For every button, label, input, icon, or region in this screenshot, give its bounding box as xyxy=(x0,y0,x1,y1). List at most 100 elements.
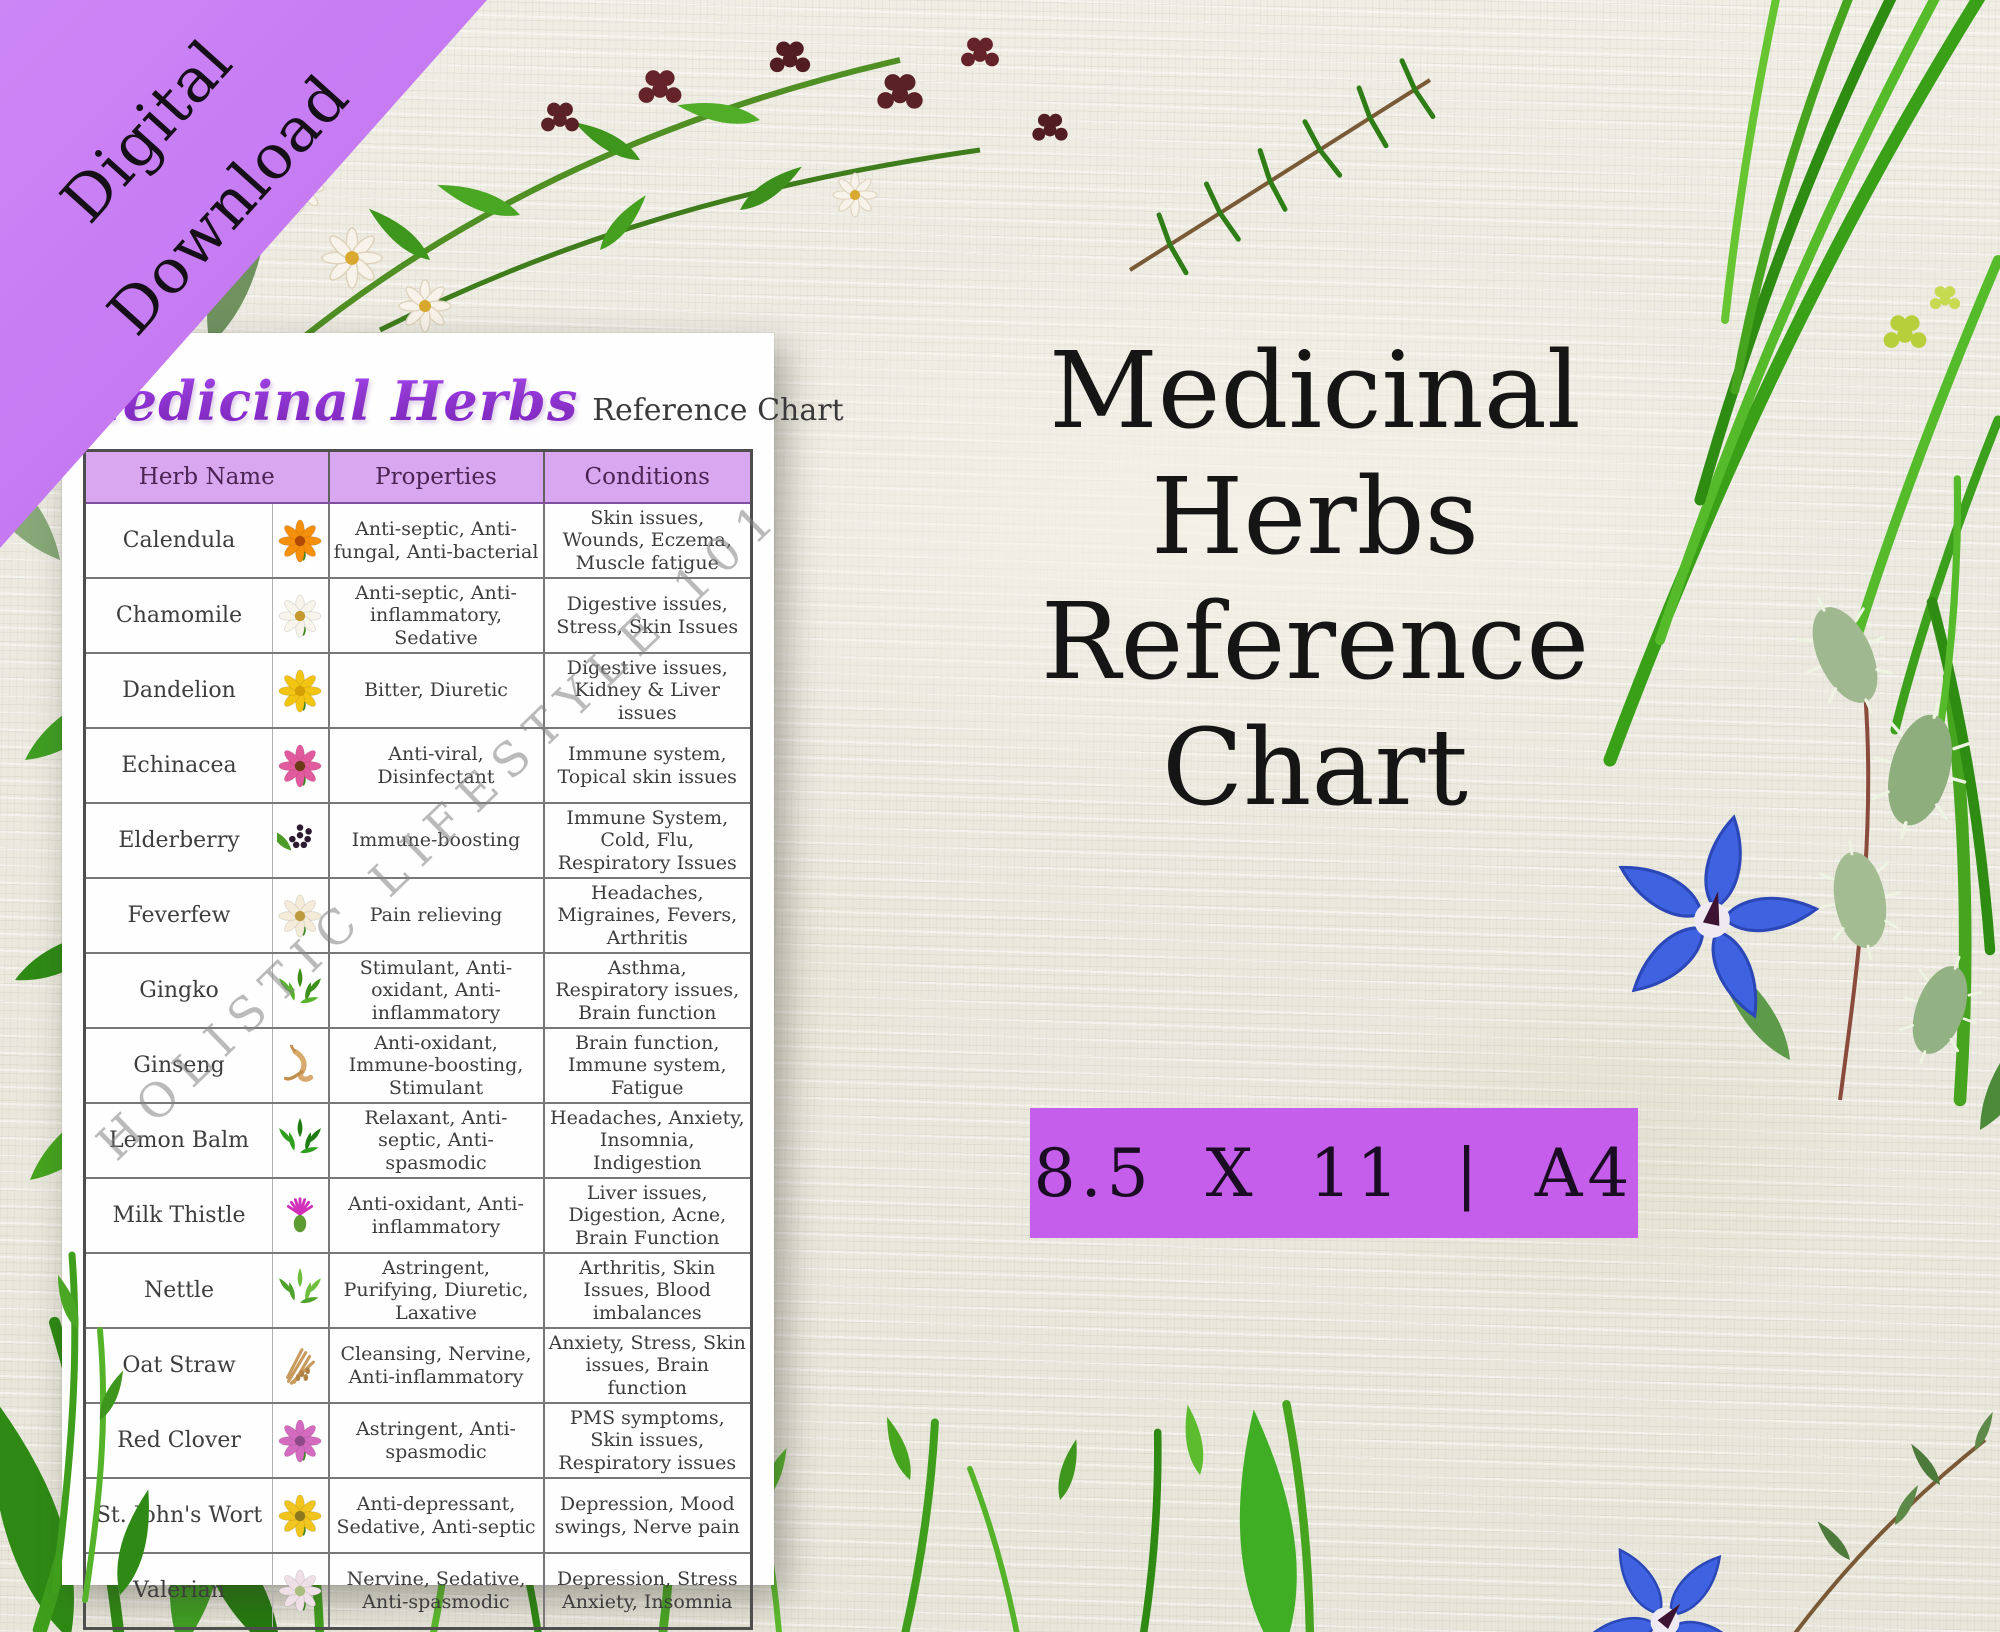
herb-photo-cell xyxy=(272,502,330,579)
table-row: Gingko Stimulant, Anti-oxidant, Anti-inf… xyxy=(83,952,753,1029)
herb-photo-cell xyxy=(272,1552,330,1630)
valerian-flower-icon xyxy=(278,1568,322,1613)
herb-name-cell: Dandelion xyxy=(83,652,273,729)
rosemary-sprig xyxy=(1128,61,1433,273)
herb-photo-cell xyxy=(272,1102,330,1179)
table-header-row: Herb Name Properties Conditions xyxy=(83,449,753,504)
grass-blades xyxy=(1928,479,1994,1100)
bottom-right-herbs xyxy=(1226,1406,1997,1632)
herb-properties-cell: Astringent, Purifying, Diuretic, Laxativ… xyxy=(327,1252,545,1329)
herb-conditions-cell: Depression, Mood swings, Nerve pain xyxy=(542,1477,753,1554)
table-row: Red Clover Astringent, Anti-spasmodic PM… xyxy=(83,1402,753,1479)
herb-properties-cell: Anti-depressant, Sedative, Anti-septic xyxy=(327,1477,545,1554)
herb-conditions-cell: Anxiety, Stress, Skin issues, Brain func… xyxy=(542,1327,753,1404)
herb-name-cell: Gingko xyxy=(83,952,273,1029)
herb-name-cell: Chamomile xyxy=(83,577,273,654)
sheet-title: Medicinal Herbs Reference Chart xyxy=(62,369,844,433)
table-row: Oat Straw Cleansing, Nervine, Anti-infla… xyxy=(83,1327,753,1404)
page-title: Medicinal Herbs Reference Chart xyxy=(975,328,1655,830)
page-title-line-2: Herbs xyxy=(1150,454,1480,578)
feverfew-flowers-icon xyxy=(278,893,322,938)
milk-thistle-flower-icon xyxy=(287,1196,314,1232)
herb-name-cell: Nettle xyxy=(83,1252,273,1329)
herb-name-cell: St. John's Wort xyxy=(83,1477,273,1554)
herb-photo-cell xyxy=(272,1327,330,1404)
table-row: Lemon Balm Relaxant, Anti-septic, Anti-s… xyxy=(83,1102,753,1179)
elderberry-berries-icon xyxy=(277,823,313,851)
table-row: Ginseng Anti-oxidant, Immune-boosting, S… xyxy=(83,1027,753,1104)
red-clover-flower-icon xyxy=(278,1418,322,1463)
herb-name-cell: Echinacea xyxy=(83,727,273,804)
herb-photo-cell xyxy=(272,1177,330,1254)
herb-properties-cell: Nervine, Sedative, Anti-spasmodic xyxy=(327,1552,545,1630)
herb-photo-cell xyxy=(272,727,330,804)
herb-photo-cell xyxy=(272,802,330,879)
table-row: Dandelion Bitter, Diuretic Digestive iss… xyxy=(83,652,753,729)
ginseng-root-icon xyxy=(284,1044,314,1082)
size-banner: 8.5 X 11 | A4 xyxy=(1030,1108,1638,1238)
herb-conditions-cell: Depression, Stress Anxiety, Insomnia xyxy=(542,1552,753,1630)
echinacea-flower-icon xyxy=(278,743,322,788)
table-row: Calendula Anti-septic, Anti-fungal, Anti… xyxy=(83,502,753,579)
herb-name-cell: Valerian xyxy=(83,1552,273,1630)
table-row: Echinacea Anti-viral, Disinfectant Immun… xyxy=(83,727,753,804)
page-title-line-1: Medicinal xyxy=(1049,329,1581,452)
chamomile-flower-icon xyxy=(278,593,322,638)
herb-properties-cell: Anti-oxidant, Anti-inflammatory xyxy=(327,1177,545,1254)
table-row: Feverfew Pain relieving Headaches, Migra… xyxy=(83,877,753,954)
herb-conditions-cell: Arthritis, Skin Issues, Blood imbalances xyxy=(542,1252,753,1329)
page-title-line-3: Reference xyxy=(1040,580,1590,704)
herb-conditions-cell: Brain function, Immune system, Fatigue xyxy=(542,1027,753,1104)
lemon-balm-leaves-icon xyxy=(279,1117,322,1153)
herb-name-cell: Calendula xyxy=(83,502,273,579)
herb-properties-cell: Astringent, Anti-spasmodic xyxy=(327,1402,545,1479)
page-title-line-4: Chart xyxy=(1162,705,1468,829)
herb-properties-cell: Relaxant, Anti-septic, Anti-spasmodic xyxy=(327,1102,545,1179)
herb-photo-cell xyxy=(272,1027,330,1104)
herb-table: Herb Name Properties Conditions Calendul… xyxy=(83,449,753,1630)
table-row: Milk Thistle Anti-oxidant, Anti-inflamma… xyxy=(83,1177,753,1254)
herb-name-cell: Lemon Balm xyxy=(83,1102,273,1179)
st-johns-wort-flower-icon xyxy=(278,1493,322,1538)
herb-properties-cell: Anti-septic, Anti-fungal, Anti-bacterial xyxy=(327,502,545,579)
herb-properties-cell: Cleansing, Nervine, Anti-inflammatory xyxy=(327,1327,545,1404)
herb-photo-cell xyxy=(272,1402,330,1479)
table-row: St. John's Wort Anti-depressant, Sedativ… xyxy=(83,1477,753,1554)
dandelion-flower-icon xyxy=(278,668,322,713)
herb-properties-cell: Bitter, Diuretic xyxy=(327,652,545,729)
herb-name-cell: Ginseng xyxy=(83,1027,273,1104)
herb-properties-cell: Anti-septic, Anti-inflammatory, Sedative xyxy=(327,577,545,654)
herb-photo-cell xyxy=(272,1252,330,1329)
column-header-herb-name: Herb Name xyxy=(83,449,330,504)
herb-conditions-cell: Immune system, Topical skin issues xyxy=(542,727,753,804)
nettle-leaves-icon xyxy=(279,1267,322,1303)
herb-photo-cell xyxy=(272,952,330,1029)
table-row: Elderberry Immune-boosting Immune System… xyxy=(83,802,753,879)
herb-name-cell: Elderberry xyxy=(83,802,273,879)
herb-properties-cell: Anti-oxidant, Immune-boosting, Stimulant xyxy=(327,1027,545,1104)
herb-conditions-cell: Asthma, Respiratory issues, Brain functi… xyxy=(542,952,753,1029)
herb-properties-cell: Immune-boosting xyxy=(327,802,545,879)
calendula-flower-icon xyxy=(278,518,322,563)
herb-photo-cell xyxy=(272,652,330,729)
borage-buds xyxy=(1701,578,2000,1139)
herb-name-cell: Red Clover xyxy=(83,1402,273,1479)
herb-photo-cell xyxy=(272,1477,330,1554)
herb-name-cell: Oat Straw xyxy=(83,1327,273,1404)
herb-conditions-cell: Digestive issues, Stress, Skin Issues xyxy=(542,577,753,654)
table-row: Nettle Astringent, Purifying, Diuretic, … xyxy=(83,1252,753,1329)
herb-conditions-cell: Immune System, Cold, Flu, Respiratory Is… xyxy=(542,802,753,879)
herb-properties-cell: Anti-viral, Disinfectant xyxy=(327,727,545,804)
chive-stems xyxy=(1603,0,2000,767)
herb-name-cell: Feverfew xyxy=(83,877,273,954)
herb-conditions-cell: PMS symptoms, Skin issues, Respiratory i… xyxy=(542,1402,753,1479)
herb-properties-cell: Pain relieving xyxy=(327,877,545,954)
reference-chart-sheet: Medicinal Herbs Reference Chart Herb Name… xyxy=(62,333,844,1630)
table-row: Chamomile Anti-septic, Anti-inflammatory… xyxy=(83,577,753,654)
gingko-leaves-icon xyxy=(279,967,322,1003)
herb-photo-cell xyxy=(272,577,330,654)
herb-conditions-cell: Digestive issues, Kidney & Liver issues xyxy=(542,652,753,729)
oat-straw-grain-icon xyxy=(286,1347,316,1385)
herb-conditions-cell: Skin issues, Wounds, Eczema, Muscle fati… xyxy=(542,502,753,579)
table-row: Valerian Nervine, Sedative, Anti-spasmod… xyxy=(83,1552,753,1630)
